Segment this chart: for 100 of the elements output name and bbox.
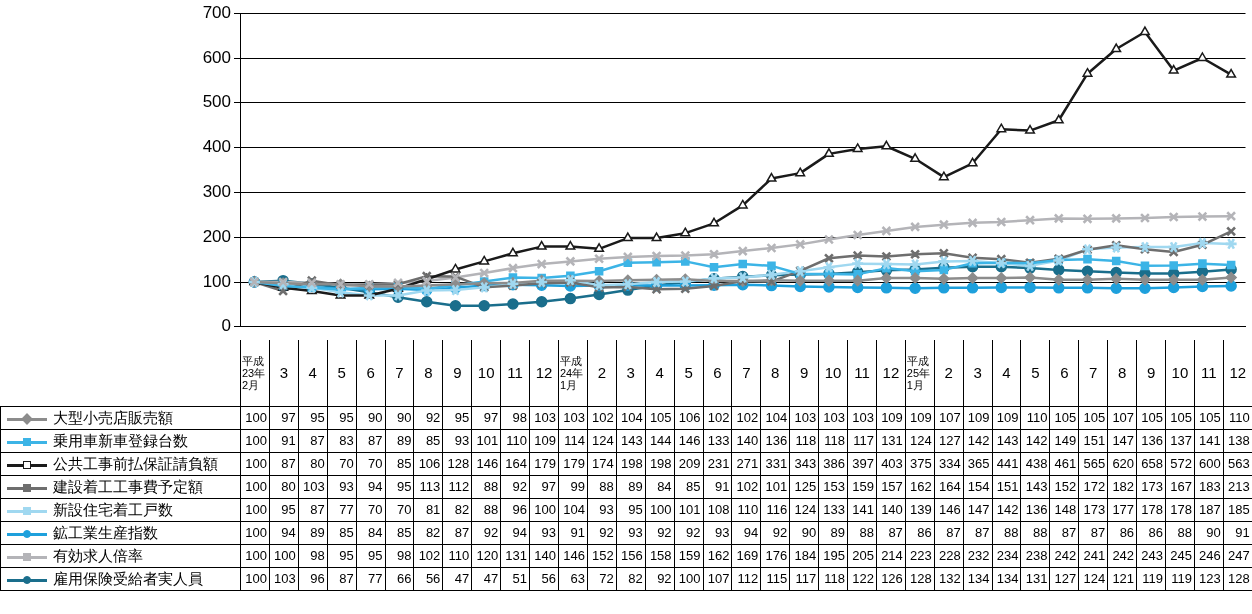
data-label: 92 <box>413 406 443 430</box>
data-label: 563 <box>1223 452 1252 476</box>
data-label: 95 <box>442 406 472 430</box>
data-label: 243 <box>1136 544 1166 568</box>
data-label: 147 <box>963 498 993 522</box>
data-label: 85 <box>674 475 703 499</box>
data-label: 176 <box>760 544 790 568</box>
data-label: 105 <box>1165 406 1195 430</box>
data-label: 100 <box>240 521 270 545</box>
data-label: 95 <box>327 544 357 568</box>
data-label: 63 <box>558 567 588 591</box>
legend-label: 大型小売店販売額 <box>53 409 173 426</box>
x-tick-label: 8 <box>1107 340 1137 407</box>
data-label: 242 <box>1107 544 1137 568</box>
data-label: 93 <box>529 521 559 545</box>
data-label: 572 <box>1165 452 1195 476</box>
data-label: 100 <box>269 544 299 568</box>
data-label: 102 <box>703 406 732 430</box>
data-label: 103 <box>847 406 877 430</box>
data-label: 72 <box>587 567 617 591</box>
data-label: 119 <box>1165 567 1195 591</box>
data-label: 134 <box>963 567 993 591</box>
data-label: 92 <box>760 521 790 545</box>
data-label: 97 <box>529 475 559 499</box>
data-label: 106 <box>413 452 443 476</box>
data-label: 70 <box>356 498 386 522</box>
data-label: 271 <box>731 452 761 476</box>
data-label: 136 <box>760 429 790 453</box>
data-label: 128 <box>1223 567 1252 591</box>
data-label: 105 <box>645 406 675 430</box>
data-label: 238 <box>1020 544 1050 568</box>
data-label: 565 <box>1078 452 1108 476</box>
data-label: 139 <box>905 498 935 522</box>
x-tick-label: 6 <box>703 340 732 407</box>
data-label: 134 <box>992 567 1021 591</box>
data-label: 143 <box>1020 475 1050 499</box>
legend-label: 雇用保険受給者実人員 <box>53 570 203 587</box>
data-label: 149 <box>1049 429 1079 453</box>
data-label: 146 <box>471 452 501 476</box>
x-tick-label: 10 <box>471 340 501 407</box>
data-label: 104 <box>616 406 646 430</box>
data-label: 110 <box>442 544 472 568</box>
data-label: 105 <box>1194 406 1224 430</box>
data-label: 87 <box>298 429 328 453</box>
data-label: 85 <box>385 521 414 545</box>
y-tick-label: 600 <box>202 47 231 67</box>
data-label: 51 <box>500 567 530 591</box>
data-label: 214 <box>876 544 906 568</box>
data-label: 86 <box>905 521 935 545</box>
data-label: 114 <box>558 429 588 453</box>
x-tick-label: 12 <box>1223 340 1252 407</box>
data-label: 209 <box>674 452 703 476</box>
data-label: 104 <box>760 406 790 430</box>
data-label: 88 <box>471 475 501 499</box>
data-label: 107 <box>1107 406 1137 430</box>
x-tick-label: 8 <box>413 340 443 407</box>
x-tick-label: 2 <box>587 340 617 407</box>
x-tick-label: 7 <box>385 340 414 407</box>
data-label: 94 <box>269 521 299 545</box>
data-label: 70 <box>385 498 414 522</box>
data-label: 157 <box>876 475 906 499</box>
data-label: 103 <box>818 406 848 430</box>
data-label: 77 <box>327 498 357 522</box>
data-label: 101 <box>760 475 790 499</box>
data-label: 66 <box>385 567 414 591</box>
data-label: 241 <box>1078 544 1108 568</box>
data-label: 142 <box>1020 429 1050 453</box>
data-label: 110 <box>500 429 530 453</box>
data-label: 131 <box>500 544 530 568</box>
data-label: 87 <box>327 567 357 591</box>
x-tick-label: 平成25年1月 <box>906 355 931 391</box>
data-label: 121 <box>1107 567 1137 591</box>
x-tick-label: 5 <box>674 340 703 407</box>
x-tick-label: 9 <box>1136 340 1166 407</box>
data-label: 100 <box>240 544 270 568</box>
data-label: 397 <box>847 452 877 476</box>
data-label: 164 <box>500 452 530 476</box>
data-label: 100 <box>240 429 270 453</box>
data-label: 100 <box>240 498 270 522</box>
data-label: 117 <box>789 567 819 591</box>
data-label: 153 <box>818 475 848 499</box>
data-label: 140 <box>529 544 559 568</box>
data-label: 80 <box>298 452 328 476</box>
data-label: 88 <box>1165 521 1195 545</box>
data-label: 152 <box>587 544 617 568</box>
data-label: 70 <box>327 452 357 476</box>
y-tick-label: 200 <box>202 226 231 246</box>
data-label: 140 <box>876 498 906 522</box>
data-label: 105 <box>1078 406 1108 430</box>
data-label: 98 <box>500 406 530 430</box>
data-label: 95 <box>327 406 357 430</box>
data-label: 124 <box>789 498 819 522</box>
x-tick-label: 5 <box>1020 340 1050 407</box>
data-label: 173 <box>1078 498 1108 522</box>
data-label: 98 <box>385 544 414 568</box>
x-tick-label: 4 <box>645 340 675 407</box>
data-label: 97 <box>269 406 299 430</box>
data-label: 93 <box>442 429 472 453</box>
data-label: 110 <box>1223 406 1252 430</box>
data-label: 95 <box>385 475 414 499</box>
